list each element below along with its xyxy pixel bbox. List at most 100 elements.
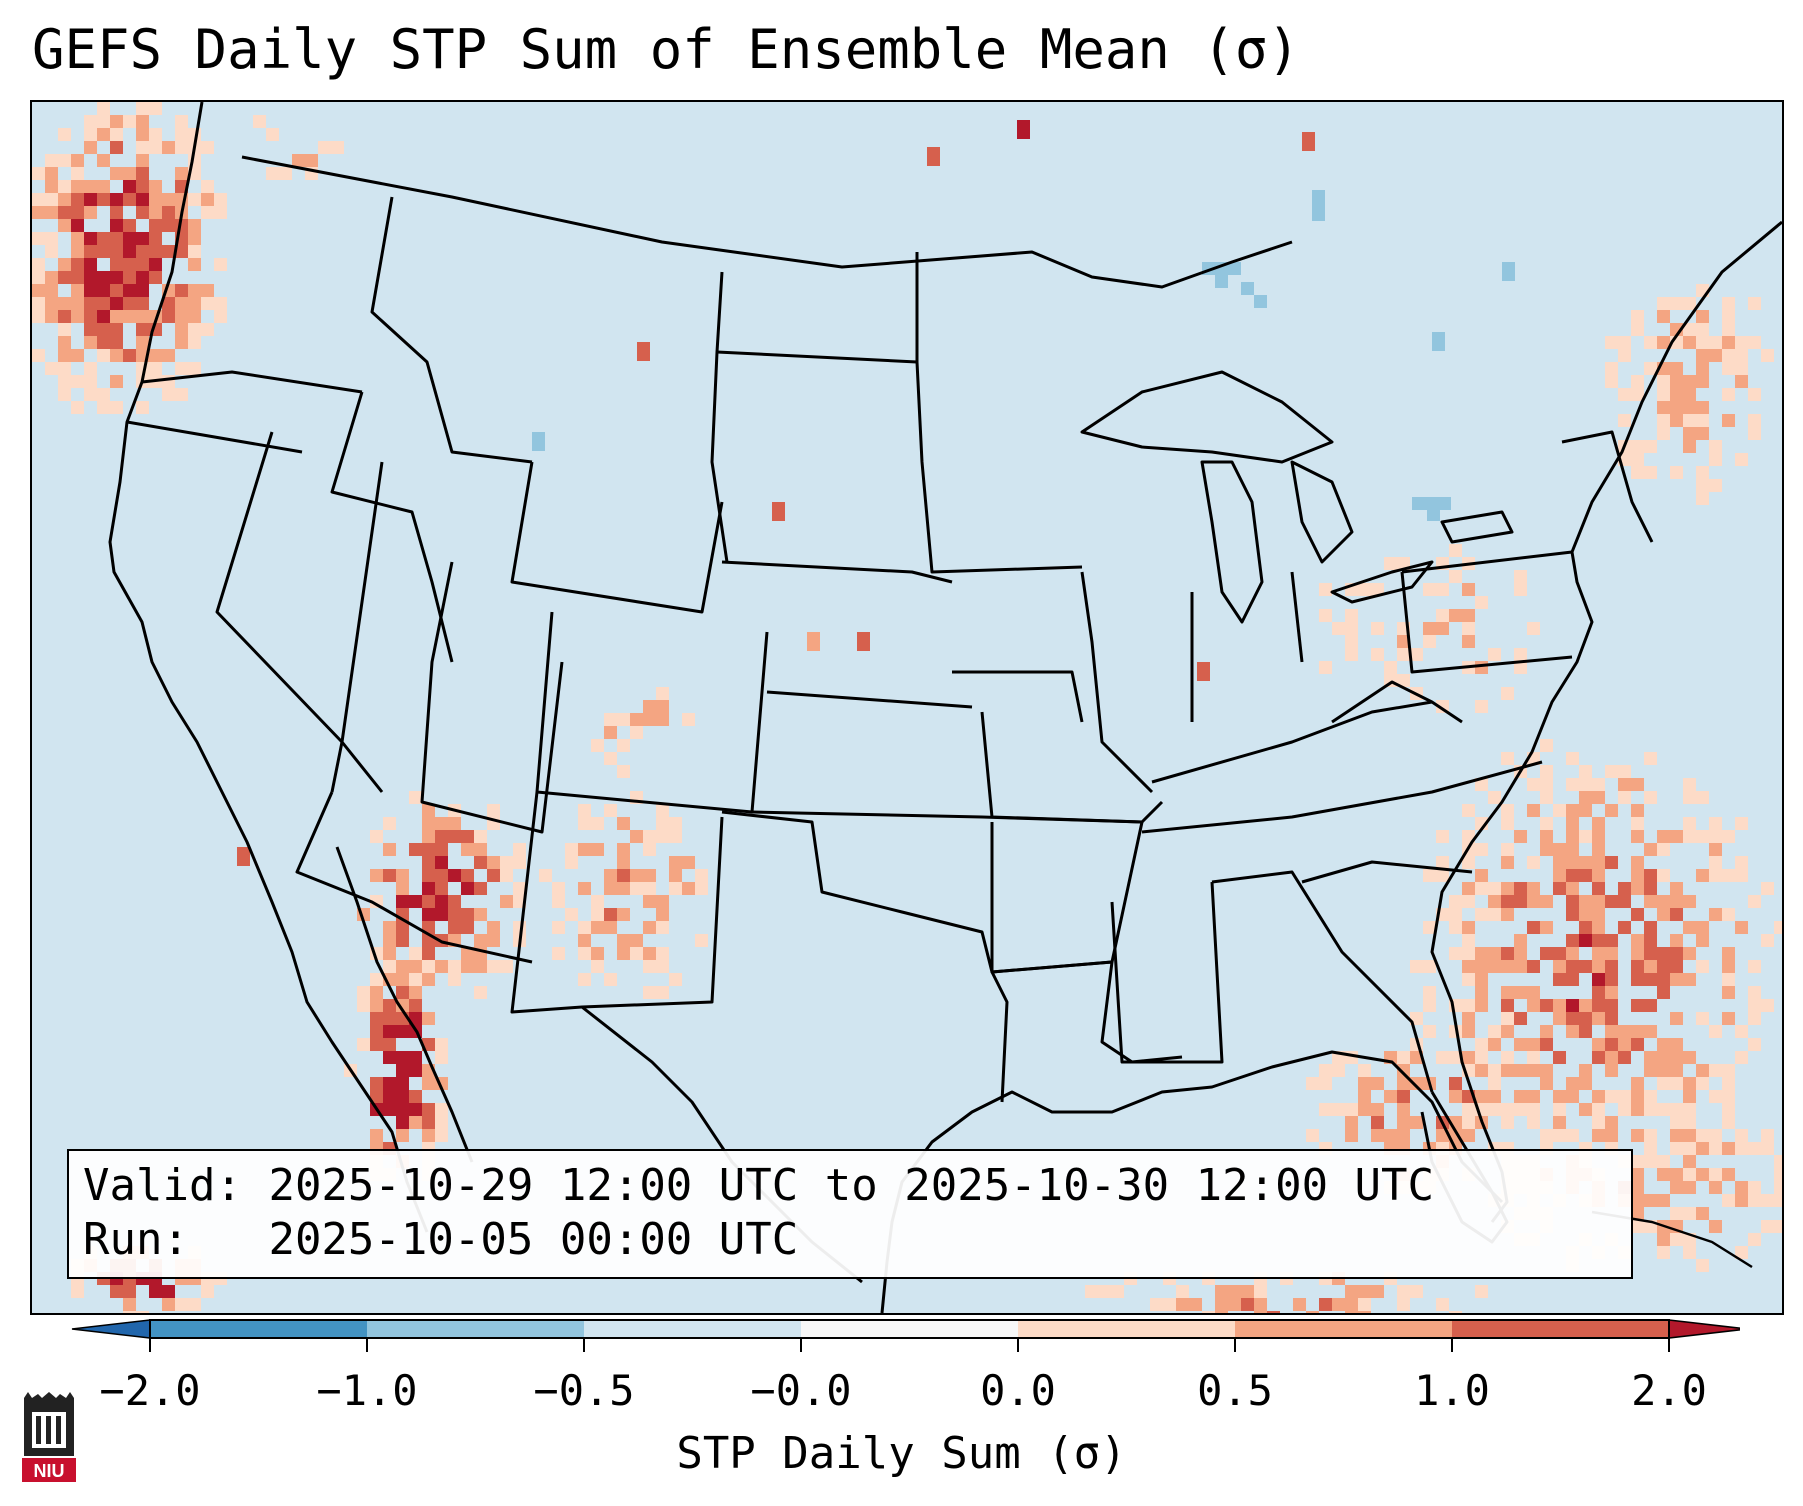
- stp-cell: [175, 128, 188, 141]
- stp-cell: [370, 1038, 383, 1051]
- stp-cell: [1631, 1155, 1644, 1168]
- stp-cell: [1683, 1116, 1696, 1129]
- stp-cell: [110, 310, 123, 323]
- stp-cell: [1462, 609, 1475, 622]
- stp-cell: [84, 388, 97, 401]
- stp-cell: [1683, 388, 1696, 401]
- stp-cell: [1657, 401, 1670, 414]
- stp-cell: [1683, 791, 1696, 804]
- stp-cell: [123, 1311, 136, 1313]
- stp-cell: [1566, 882, 1579, 895]
- stp-cell: [162, 349, 175, 362]
- stp-cell: [1631, 947, 1644, 960]
- stp-cell: [1709, 1220, 1722, 1233]
- stp-cell: [1579, 791, 1592, 804]
- run-value: 2025-10-05 00:00 UTC: [268, 1214, 799, 1265]
- stp-cell: [123, 167, 136, 180]
- stp-cell: [1436, 869, 1449, 882]
- stp-cell: [1085, 1285, 1098, 1298]
- stp-cell: [1683, 414, 1696, 427]
- stp-cell: [383, 869, 396, 882]
- stp-cell: [669, 817, 682, 830]
- stp-cell: [591, 895, 604, 908]
- stp-cell: [1436, 830, 1449, 843]
- colorbar-bin: [367, 1320, 584, 1338]
- stp-cell: [1735, 1142, 1748, 1155]
- stp-cell: [1332, 1064, 1345, 1077]
- stp-cell: [1436, 622, 1449, 635]
- stp-cell: [604, 882, 617, 895]
- stp-cell: [1540, 1064, 1553, 1077]
- stp-cell: [1722, 908, 1735, 921]
- stp-cell: [1475, 960, 1488, 973]
- stp-cell: [1709, 349, 1722, 362]
- stp-cell: [1761, 349, 1774, 362]
- stp-cell: [1501, 1012, 1514, 1025]
- stp-cell: [84, 193, 97, 206]
- stp-cell: [32, 232, 45, 245]
- stp-cell: [1748, 1012, 1761, 1025]
- stp-cell: [136, 193, 149, 206]
- stp-cell: [643, 921, 656, 934]
- lake-ontario: [1440, 510, 1514, 544]
- stp-cell: [1696, 375, 1709, 388]
- stp-cell: [97, 193, 110, 206]
- stp-cell: [1540, 921, 1553, 934]
- stp-cell: [1475, 1064, 1488, 1077]
- stp-cell: [1397, 635, 1410, 648]
- stp-cell: [1748, 388, 1761, 401]
- stp-cell: [513, 856, 526, 869]
- stp-cell: [1566, 843, 1579, 856]
- state-line-mn: [915, 252, 1083, 574]
- stp-cell: [422, 856, 435, 869]
- stp-cell: [1423, 635, 1436, 648]
- stp-cell: [1302, 132, 1315, 151]
- stp-cell: [1254, 295, 1267, 308]
- stp-cell: [1618, 791, 1631, 804]
- stp-cell: [1488, 1038, 1501, 1051]
- stp-cell: [1397, 1103, 1410, 1116]
- stp-cell: [1358, 1064, 1371, 1077]
- stp-cell: [1579, 934, 1592, 947]
- stp-cell: [1228, 1298, 1241, 1311]
- stp-cell: [1774, 1155, 1782, 1168]
- stp-cell: [84, 271, 97, 284]
- stp-cell: [1618, 388, 1631, 401]
- stp-cell: [32, 167, 45, 180]
- stp-cell: [1696, 1142, 1709, 1155]
- stp-cell: [1475, 1051, 1488, 1064]
- stp-cell: [1631, 1207, 1644, 1220]
- state-line-ms-al: [1110, 881, 1224, 1064]
- stp-cell: [461, 869, 474, 882]
- stp-cell: [1527, 856, 1540, 869]
- stp-cell: [71, 1285, 84, 1298]
- stp-cell: [1527, 895, 1540, 908]
- stp-cell: [1514, 882, 1527, 895]
- stp-cell: [1696, 830, 1709, 843]
- stp-cell: [1345, 1311, 1358, 1313]
- stp-cell: [97, 401, 110, 414]
- stp-cell: [396, 1103, 409, 1116]
- stp-cell: [578, 921, 591, 934]
- stp-cell: [1644, 843, 1657, 856]
- stp-cell: [396, 1129, 409, 1142]
- stp-cell: [1462, 583, 1475, 596]
- stp-cell: [71, 180, 84, 193]
- stp-cell: [71, 219, 84, 232]
- stp-cell: [1579, 778, 1592, 791]
- state-line-ga: [1211, 870, 1434, 1093]
- stp-cell: [1722, 869, 1735, 882]
- stp-cell: [1748, 336, 1761, 349]
- stp-cell: [1670, 297, 1683, 310]
- stp-cell: [136, 167, 149, 180]
- stp-cell: [188, 193, 201, 206]
- stp-cell: [110, 115, 123, 128]
- stp-cell: [1748, 1194, 1761, 1207]
- stp-cell: [1540, 843, 1553, 856]
- stp-cell: [1488, 1025, 1501, 1038]
- stp-cell: [1592, 856, 1605, 869]
- stp-cell: [1592, 908, 1605, 921]
- stp-cell: [409, 947, 422, 960]
- state-line-sd-ne: [721, 560, 953, 584]
- stp-cell: [422, 817, 435, 830]
